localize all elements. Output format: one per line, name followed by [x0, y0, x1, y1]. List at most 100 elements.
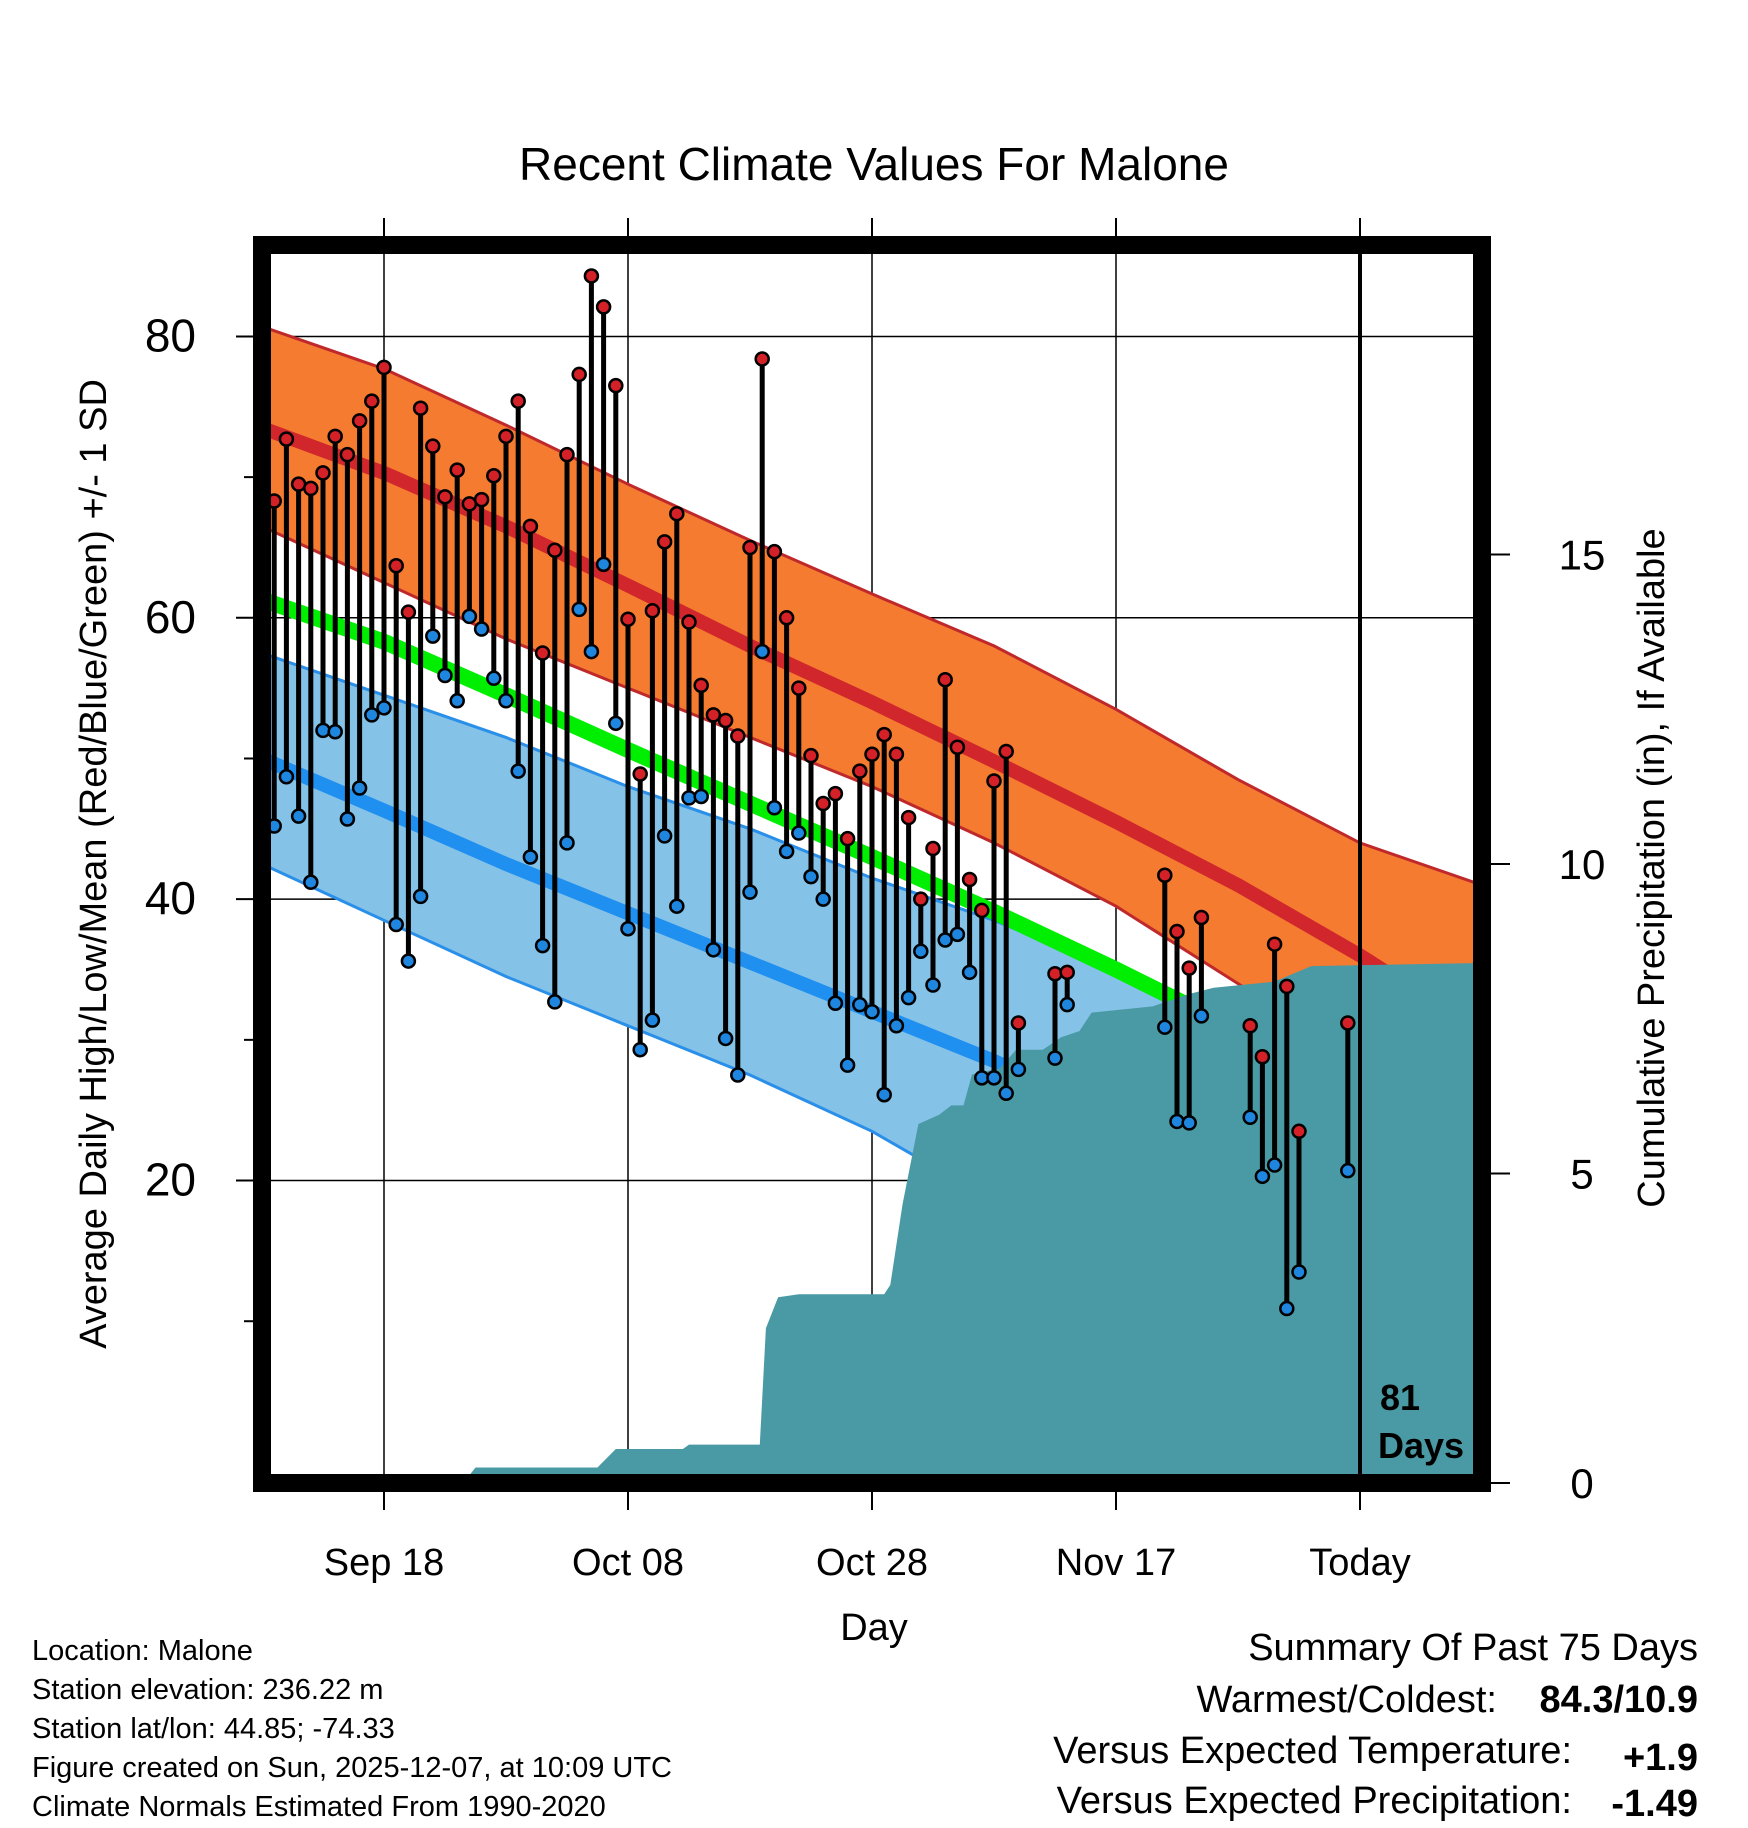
- y2-axis-label: Cumulative Precipitation (in), If Availa…: [1631, 528, 1673, 1207]
- daily-low-dot: [864, 1003, 880, 1020]
- daily-high-dot: [742, 539, 758, 556]
- y2-tick-label: 0: [1570, 1460, 1593, 1507]
- daily-high-dot: [900, 809, 917, 826]
- x-tick-label: Sep 18: [324, 1542, 444, 1584]
- daily-high-dot: [437, 489, 453, 505]
- daily-low-dot: [998, 1085, 1014, 1102]
- summary-warm-cold-label: Warmest/Coldest:: [1196, 1679, 1497, 1721]
- daily-low-dot: [754, 643, 770, 660]
- daily-low-dot: [986, 1070, 1002, 1086]
- daily-high-dot: [778, 610, 795, 626]
- daily-high-dot: [888, 746, 905, 763]
- daily-high-dot: [827, 785, 844, 802]
- footer-elevation: Station elevation: 236.22 m: [32, 1674, 383, 1706]
- daily-low-dot: [364, 707, 380, 723]
- daily-low-dot: [1266, 1157, 1283, 1173]
- x-axis-label: Day: [840, 1607, 908, 1649]
- daily-high-dot: [937, 671, 953, 688]
- daily-low-dot: [1047, 1050, 1063, 1066]
- daily-low-dot: [522, 849, 539, 865]
- daily-high-dot: [571, 366, 587, 383]
- daily-high-dot: [864, 746, 880, 763]
- daily-high-dot: [876, 726, 892, 743]
- daily-high-dot: [815, 795, 831, 812]
- daily-high-dot: [949, 739, 966, 755]
- chart-title: Recent Climate Values For Malone: [519, 138, 1229, 190]
- footer-location: Location: Malone: [32, 1635, 253, 1667]
- daily-high-dot: [1254, 1048, 1271, 1065]
- daily-low-dot: [669, 898, 685, 914]
- daily-low-dot: [1340, 1162, 1356, 1179]
- today-days-count: 81: [1380, 1377, 1420, 1418]
- daily-low-dot: [1181, 1115, 1197, 1131]
- daily-high-dot: [425, 438, 441, 454]
- daily-low-dot: [1193, 1008, 1210, 1024]
- daily-low-dot: [656, 828, 673, 844]
- daily-high-dot: [522, 518, 539, 535]
- daily-high-dot: [656, 534, 673, 550]
- daily-low-dot: [473, 621, 490, 637]
- daily-low-dot: [339, 811, 356, 827]
- daily-low-dot: [510, 763, 526, 779]
- daily-low-dot: [900, 989, 917, 1006]
- y-tick-label: 20: [145, 1154, 196, 1206]
- daily-high-dot: [400, 604, 417, 620]
- daily-low-dot: [827, 995, 844, 1012]
- daily-high-dot: [717, 712, 734, 729]
- daily-high-dot: [974, 902, 990, 919]
- daily-high-dot: [1181, 960, 1197, 976]
- x-tick-label: Oct 28: [816, 1542, 928, 1584]
- daily-low-dot: [498, 693, 514, 709]
- daily-high-dot: [913, 891, 929, 907]
- daily-low-dot: [888, 1018, 905, 1034]
- daily-high-dot: [339, 446, 356, 463]
- daily-high-dot: [754, 351, 770, 367]
- daily-low-dot: [681, 790, 697, 806]
- daily-low-dot: [717, 1030, 734, 1047]
- daily-high-dot: [632, 766, 648, 782]
- daily-low-dot: [595, 556, 612, 573]
- daily-low-dot: [583, 643, 600, 660]
- daily-low-dot: [278, 769, 295, 785]
- daily-low-dot: [632, 1041, 648, 1058]
- daily-high-dot: [1242, 1018, 1258, 1034]
- daily-low-dot: [1242, 1109, 1258, 1125]
- daily-low-dot: [303, 874, 319, 891]
- daily-high-dot: [839, 830, 856, 847]
- daily-high-dot: [388, 558, 404, 574]
- x-tick-label: Today: [1309, 1542, 1410, 1584]
- daily-low-dot: [400, 953, 417, 969]
- daily-high-dot: [1047, 965, 1063, 982]
- daily-low-dot: [693, 788, 709, 805]
- daily-high-dot: [1279, 978, 1295, 995]
- daily-low-dot: [1010, 1061, 1027, 1078]
- daily-high-dot: [608, 377, 624, 394]
- x-tick-label: Oct 08: [572, 1542, 684, 1584]
- daily-low-dot: [1279, 1300, 1295, 1317]
- summary-title: Summary Of Past 75 Days: [1248, 1627, 1698, 1669]
- daily-high-dot: [303, 480, 319, 497]
- precip-area: [463, 963, 1482, 1483]
- daily-high-dot: [559, 446, 575, 463]
- daily-high-dot: [327, 428, 343, 445]
- daily-high-dot: [376, 359, 392, 376]
- daily-high-dot: [1340, 1015, 1356, 1031]
- daily-low-dot: [778, 843, 795, 860]
- y-tick-label: 40: [145, 872, 196, 924]
- daily-high-dot: [1266, 936, 1283, 952]
- y2-tick-label: 15: [1559, 532, 1606, 579]
- daily-high-dot: [644, 603, 661, 619]
- daily-high-dot: [1157, 867, 1173, 884]
- daily-low-dot: [644, 1012, 661, 1028]
- daily-high-dot: [351, 413, 368, 429]
- daily-high-dot: [412, 400, 429, 416]
- daily-low-dot: [876, 1086, 892, 1103]
- daily-high-dot: [766, 543, 783, 560]
- daily-high-dot: [925, 840, 941, 857]
- daily-low-dot: [327, 724, 343, 740]
- daily-high-dot: [1010, 1015, 1027, 1031]
- daily-low-dot: [1169, 1113, 1185, 1130]
- x-tick-label: Nov 17: [1056, 1542, 1176, 1584]
- daily-low-dot: [376, 700, 392, 716]
